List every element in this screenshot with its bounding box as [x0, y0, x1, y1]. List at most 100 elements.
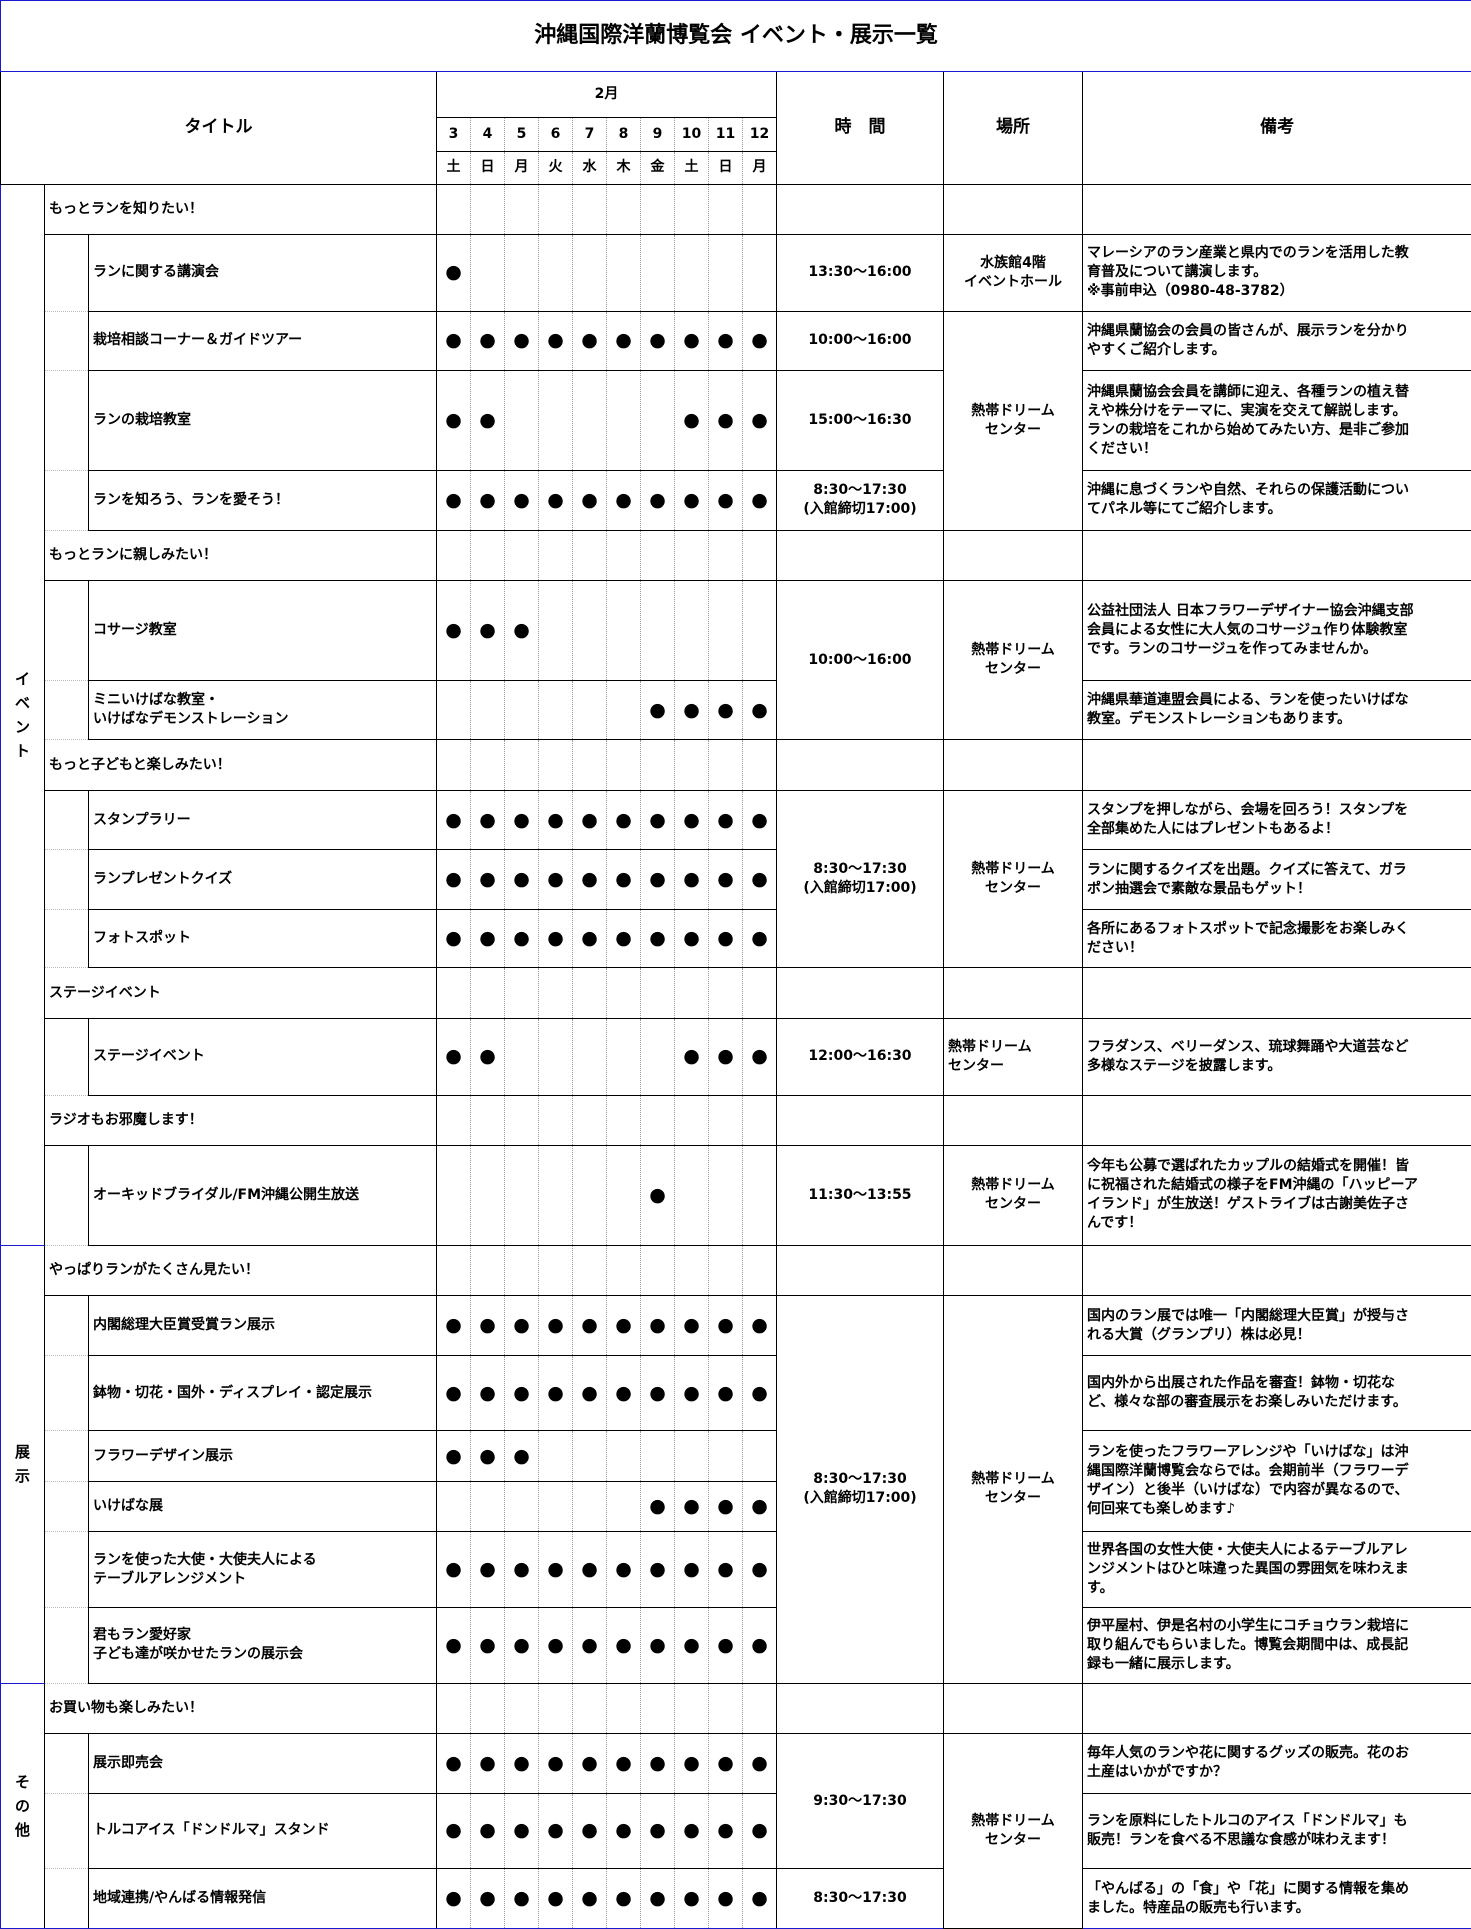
scheduled-dot: ● — [504, 1355, 539, 1432]
text-line: 13:30～16:00 — [808, 264, 912, 281]
scheduled-dot: ● — [742, 1868, 777, 1929]
scheduled-dot: ● — [504, 1430, 539, 1482]
scheduled-dot: ● — [708, 1868, 743, 1929]
text-line: 熱帯ドリーム — [971, 1813, 1055, 1830]
day-cell — [572, 680, 607, 741]
day-cell — [572, 1018, 607, 1096]
day-cell-empty — [436, 530, 471, 582]
day-cell-empty — [538, 1683, 573, 1735]
row-indent — [44, 470, 89, 531]
day-cell — [742, 234, 777, 312]
note-cell: スタンプを押しながら、会場を回ろう！スタンプを 全部集めた人にはプレゼントもあるよ… — [1081, 790, 1471, 851]
note-cell-empty — [1081, 530, 1471, 582]
scheduled-dot: ● — [674, 790, 709, 851]
day-cell-empty — [538, 1245, 573, 1297]
note-cell: 伊平屋村、伊是名村の小学生にコチョウラン栽培に 取り組んでもらいました。博覧会期間… — [1081, 1607, 1471, 1684]
text-line: 子ども達が咲かせたランの展示会 — [93, 1646, 303, 1663]
scheduled-dot: ● — [742, 1733, 777, 1794]
day-cell-empty — [436, 967, 471, 1019]
day-cell-empty — [538, 1095, 573, 1146]
scheduled-dot: ● — [674, 311, 709, 372]
scheduled-dot: ● — [606, 1793, 641, 1870]
section-label: ステージイベント — [44, 967, 437, 1019]
day-cell-empty — [470, 1095, 505, 1146]
scheduled-dot: ● — [470, 1793, 505, 1870]
section-label: やっぱりランがたくさん見たい！ — [44, 1245, 437, 1297]
event-title: フォトスポット — [88, 909, 437, 969]
scheduled-dot: ● — [436, 470, 471, 531]
day-cell — [436, 1145, 471, 1246]
day-cell-empty — [742, 1683, 777, 1735]
day-cell — [708, 1430, 743, 1482]
day-cell-empty — [708, 1245, 743, 1297]
day-cell-empty — [606, 184, 641, 236]
scheduled-dot: ● — [504, 311, 539, 372]
day-cell — [538, 1018, 573, 1096]
scheduled-dot: ● — [742, 1295, 777, 1356]
day-cell-empty — [572, 967, 607, 1019]
day-cell — [504, 234, 539, 312]
text-line: テーブルアレンジメント — [93, 1570, 247, 1587]
day-cell — [538, 234, 573, 312]
day-cell — [504, 1145, 539, 1246]
scheduled-dot: ● — [470, 1607, 505, 1684]
day-cell-empty — [708, 739, 743, 791]
scheduled-dot: ● — [742, 849, 777, 910]
row-indent — [44, 1145, 89, 1246]
scheduled-dot: ● — [538, 1355, 573, 1432]
text-line: イランド」が生放送！ゲストライブは古謝美佐子さ — [1087, 1196, 1409, 1213]
day-cell — [674, 1430, 709, 1482]
text-line: てパネル等にてご紹介します。 — [1087, 501, 1282, 518]
place-cell-empty — [943, 967, 1083, 1019]
place-column-header: 場所 — [943, 70, 1083, 185]
day-cell-empty — [708, 1095, 743, 1146]
scheduled-dot: ● — [436, 1793, 471, 1870]
event-title: いけばな展 — [88, 1481, 437, 1533]
row-indent — [44, 580, 89, 681]
event-row: スタンプラリー ● ● ● ● ● ● ● ● ● ● 8:30～17:30 (入館締切17:00) 熱帯… — [1, 790, 1471, 969]
day-cell-empty — [606, 1095, 641, 1146]
scheduled-dot: ● — [640, 790, 675, 851]
row-indent — [44, 1607, 89, 1684]
day-cell — [470, 1481, 505, 1533]
day-cell — [606, 1430, 641, 1482]
scheduled-dot: ● — [742, 790, 777, 851]
section-label: ラジオもお邪魔します！ — [44, 1095, 437, 1146]
scheduled-dot: ● — [572, 1607, 607, 1684]
section-header-row: もっとランに親しみたい！ — [1, 530, 1471, 582]
scheduled-dot: ● — [674, 1793, 709, 1870]
time-cell-empty — [776, 1683, 944, 1735]
scheduled-dot: ● — [708, 1481, 743, 1533]
event-title: 君もラン愛好家 子ども達が咲かせたランの展示会 — [88, 1607, 437, 1684]
text-line: 8:30～17:30 — [813, 1890, 907, 1907]
day-cell-empty — [470, 184, 505, 236]
text-line: 国内のラン展では唯一「内閣総理大臣賞」が授与さ — [1087, 1307, 1409, 1324]
scheduled-dot: ● — [436, 790, 471, 851]
day-cell-empty — [640, 530, 675, 582]
category-label: 展示 — [14, 1443, 30, 1486]
time-cell-empty — [776, 1245, 944, 1297]
scheduled-dot: ● — [470, 790, 505, 851]
day-cell — [504, 680, 539, 741]
day-number-5: 5 — [504, 117, 539, 153]
day-cell-empty — [504, 739, 539, 791]
day-cell-empty — [640, 967, 675, 1019]
day-cell — [538, 1430, 573, 1482]
scheduled-dot: ● — [640, 1145, 675, 1246]
scheduled-dot: ● — [708, 849, 743, 910]
text-line: ンジメントはひと味違った異国の雰囲気を味わえま — [1087, 1561, 1409, 1578]
place-cell-empty — [943, 184, 1083, 236]
day-cell-empty — [538, 967, 573, 1019]
event-title: 内閣総理大臣賞受賞ラン展示 — [88, 1295, 437, 1356]
day-cell-empty — [470, 739, 505, 791]
row-indent — [44, 1733, 89, 1794]
scheduled-dot: ● — [606, 909, 641, 969]
note-cell: 国内外から出展された作品を審査！鉢物・切花な ど、様々な部の審査展示をお楽しみいた… — [1081, 1355, 1471, 1432]
day-cell-empty — [436, 739, 471, 791]
time-cell: 13:30～16:00 — [776, 234, 944, 312]
text-line: 各所にあるフォトスポットで記念撮影をお楽しみく — [1087, 920, 1409, 937]
day-cell — [674, 1145, 709, 1246]
scheduled-dot: ● — [504, 1531, 539, 1608]
time-cell: 8:30～17:30 — [776, 1868, 944, 1929]
